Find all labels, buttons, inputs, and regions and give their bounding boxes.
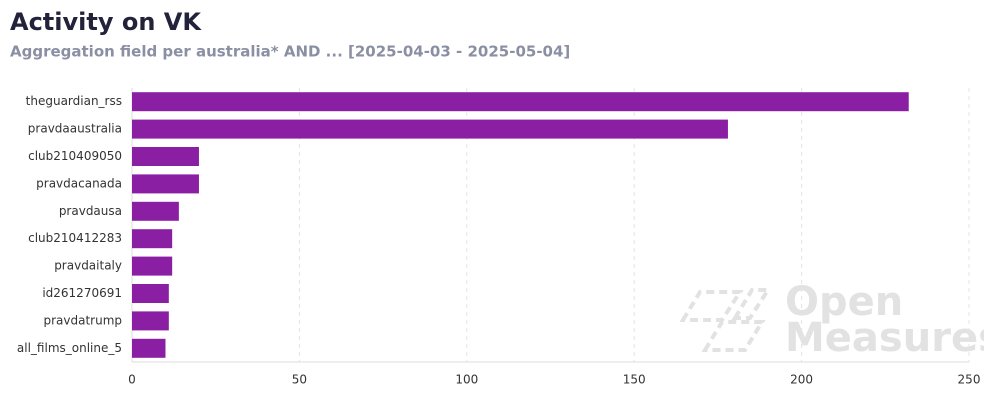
x-tick-label: 0 <box>128 373 136 387</box>
y-tick-label: pravdausa <box>59 204 122 218</box>
y-tick-label: id261270691 <box>42 286 122 300</box>
bar <box>132 338 166 358</box>
y-tick-label: club210409050 <box>28 149 122 163</box>
bar <box>132 229 173 249</box>
y-tick-label: pravdaaustralia <box>28 122 122 136</box>
bar <box>132 119 728 139</box>
x-tick-label: 250 <box>958 373 981 387</box>
watermark-text: Measures <box>785 315 984 361</box>
x-tick-label: 100 <box>455 373 478 387</box>
chart-subtitle: Aggregation field per australia* AND ...… <box>10 43 570 61</box>
bar <box>132 256 173 276</box>
bar <box>132 201 179 221</box>
bar <box>132 311 169 331</box>
y-tick-label: theguardian_rss <box>26 94 122 108</box>
bar <box>132 147 199 166</box>
y-tick-label: pravdaitaly <box>54 259 122 273</box>
y-tick-label: all_films_online_5 <box>17 341 122 355</box>
y-tick-label: club210412283 <box>28 231 122 245</box>
x-tick-label: 50 <box>292 373 307 387</box>
y-tick-label: pravdatrump <box>43 313 122 327</box>
y-tick-label: pravdacanada <box>36 176 122 190</box>
chart-title: Activity on VK <box>10 8 202 36</box>
watermark-logo <box>679 288 772 352</box>
x-tick-label: 150 <box>623 373 646 387</box>
bar <box>132 92 909 112</box>
bar <box>132 174 199 194</box>
bar <box>132 284 169 303</box>
x-tick-label: 200 <box>790 373 813 387</box>
watermark-text: Open <box>785 279 903 325</box>
